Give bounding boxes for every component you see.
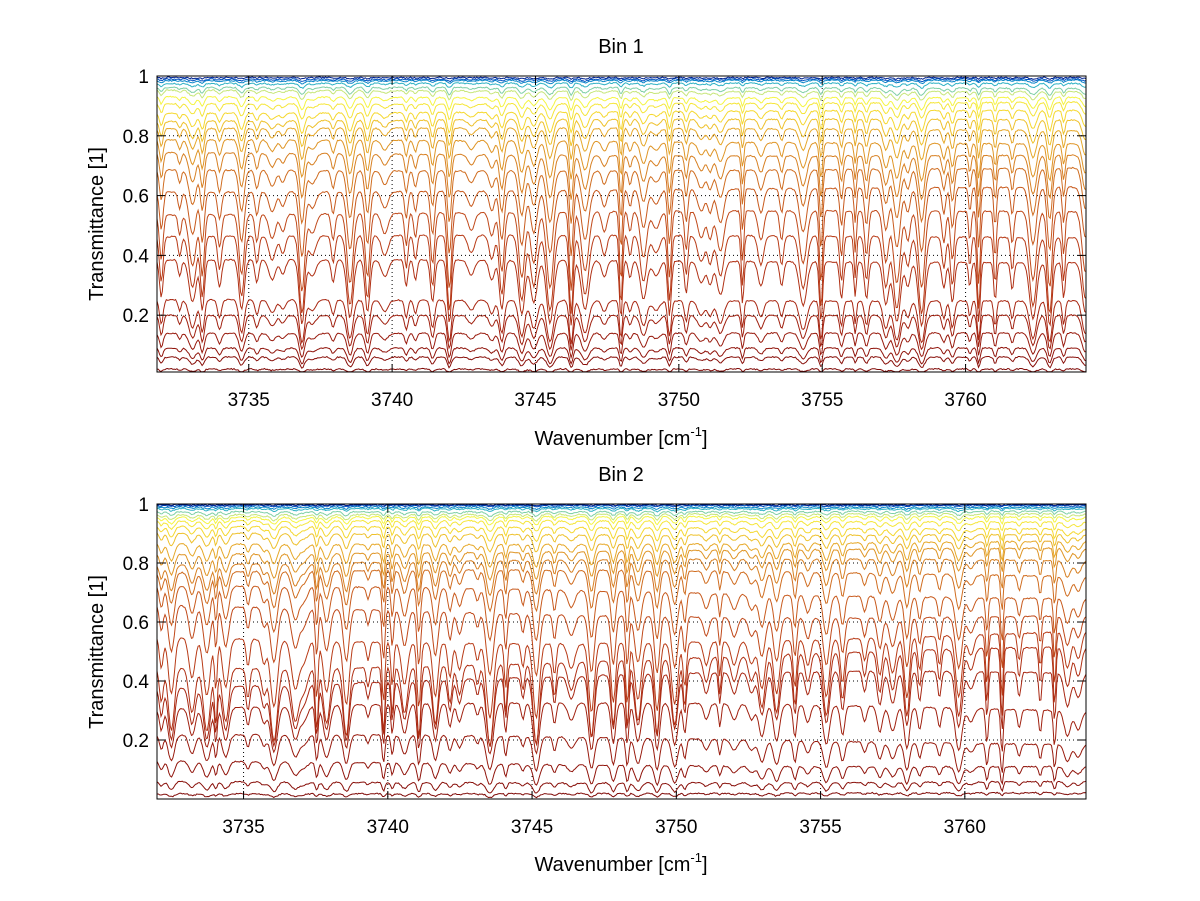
y-tick-label: 1 [138,67,149,88]
series-line [156,780,1087,794]
y-tick-label: 1 [138,495,149,516]
y-tick-label: 0.4 [123,246,150,267]
y-tick-label: 0.8 [123,127,149,148]
series-line [156,525,1087,543]
chart-title: Bin 2 [598,464,644,486]
plot-background [157,504,1086,799]
x-tick-label: 3735 [228,390,270,411]
series-line [156,507,1087,513]
y-axis-label: Transmittance [1] [86,575,108,729]
series-line [156,101,1087,121]
series-line [156,89,1087,102]
series-line [156,258,1087,328]
x-tick-label: 3755 [801,390,843,411]
series-line [156,81,1087,89]
series-line [156,512,1087,522]
x-tick-label: 3740 [367,817,409,838]
series-line [156,568,1087,613]
axes-frame [156,503,1087,800]
x-axis-label: Wavenumber [cm-1] [534,424,707,450]
series-line [156,151,1087,201]
series-line [156,547,1087,582]
y-tick-label: 0.6 [123,613,149,634]
series-line [156,346,1087,366]
series-line [156,760,1087,787]
series-line [156,331,1087,360]
series-line [156,585,1087,642]
x-tick-label: 3760 [944,390,986,411]
series-line [156,670,1087,748]
series-line [156,209,1087,292]
plot-background [157,76,1086,372]
y-tick-label: 0.4 [123,672,150,693]
series-line [156,604,1087,677]
plot-area: 3735 3740 3745 3750 3755 3760 0.2 0.4 0.6 0.8 1 [123,67,1087,411]
series-line [156,138,1087,183]
y-tick-label: 0.2 [123,731,149,752]
series-line [156,166,1087,225]
series-line [156,186,1087,257]
series-line [156,109,1087,135]
chart-bin-2: Bin 2 3735 3740 3745 3750 3755 3760 0.2 0.4 0.6 0… [86,464,1087,876]
series-line [156,118,1087,148]
y-axis-label: Transmittance [1] [86,147,108,301]
series-line [156,314,1087,351]
series-line [156,540,1087,568]
series-line [156,95,1087,112]
chart-bin-1: Bin 1 3735 3740 3745 3750 3755 3760 0.2 0.4 0.6 0… [86,36,1087,450]
axes-frame [156,75,1087,373]
series-line [156,519,1087,532]
series-line [156,558,1087,597]
chart-title: Bin 1 [598,36,644,58]
x-tick-label: 3750 [658,390,700,411]
x-tick-label: 3755 [799,817,841,838]
x-tick-label: 3750 [655,817,697,838]
series-line [156,510,1087,518]
x-axis-label: Wavenumber [cm-1] [534,850,707,876]
series-line [156,702,1087,755]
x-tick-label: 3745 [514,390,556,411]
x-tick-label: 3735 [222,817,264,838]
y-tick-label: 0.6 [123,187,149,208]
series-line [156,76,1087,81]
plot-area: 3735 3740 3745 3750 3755 3760 0.2 0.4 0.6 0.8 1 [123,495,1087,838]
x-tick-label: 3760 [944,817,986,838]
y-tick-label: 0.8 [123,554,149,575]
series-line [156,298,1087,345]
y-tick-label: 0.2 [123,306,149,327]
x-tick-label: 3740 [371,390,413,411]
series-line [156,234,1087,314]
series-line [156,505,1087,511]
series-line [156,127,1087,161]
series-line [156,515,1086,526]
series-line [156,631,1087,720]
series-line [157,791,1087,799]
series-line [156,733,1087,773]
series-line [156,355,1086,369]
series-line [156,77,1087,83]
series-line [156,646,1087,747]
series-line [156,79,1086,85]
series-line [156,532,1087,553]
series-line [156,86,1087,97]
x-tick-label: 3745 [511,817,553,838]
